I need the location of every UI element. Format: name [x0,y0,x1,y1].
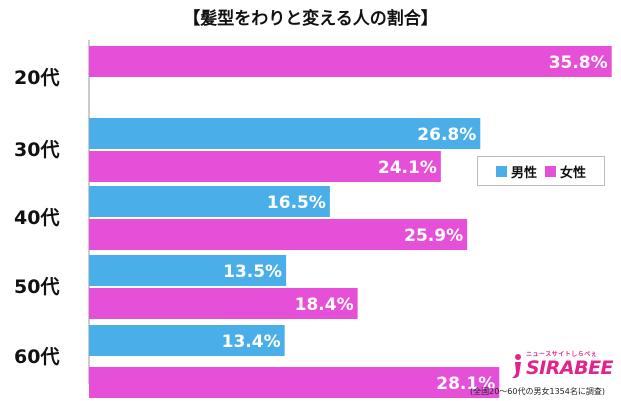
data-label: 24.1% [378,158,437,178]
logo-i-mark-icon [512,354,521,378]
legend-item-male: 男性 [495,162,537,181]
bar-male [89,186,330,217]
category-label: 30代 [14,139,59,161]
category-label: 60代 [14,346,59,368]
legend-swatch-female [545,165,556,177]
data-label: 18.4% [295,295,354,315]
logo-tagline: ニュースサイトしらべぇ [526,351,598,358]
data-label: 35.8% [549,53,608,73]
logo-name: SIRABEE [526,357,614,379]
data-label: 13.5% [223,262,282,282]
sirabee-logo: ニュースサイトしらべぇ SIRABEE [508,349,614,383]
bar-male [89,255,287,286]
data-label: 25.9% [404,226,463,246]
data-label: 16.5% [267,193,326,213]
chart-title: 【髪型をわりと変える人の割合】 [183,9,438,29]
legend-label-female: 女性 [560,165,587,181]
legend-swatch-male [495,165,507,177]
legend-label-male: 男性 [510,165,537,181]
data-label: 28.1% [436,374,495,394]
footnote: (全国20〜60代の男女1354名に調査) [470,387,605,396]
legend: 男性 女性 [477,156,605,186]
category-label: 20代 [14,67,59,89]
data-label: 13.4% [222,332,281,352]
bar-male [89,325,285,356]
bar-female [89,46,612,77]
category-label: 40代 [14,207,59,229]
bar-female [89,288,358,319]
data-label: 26.8% [417,125,476,145]
bar-female [89,367,500,398]
bar-male [89,118,481,149]
bar-female [89,219,468,250]
category-label: 50代 [14,276,59,298]
bar-female [89,151,441,182]
legend-item-female: 女性 [545,162,586,181]
